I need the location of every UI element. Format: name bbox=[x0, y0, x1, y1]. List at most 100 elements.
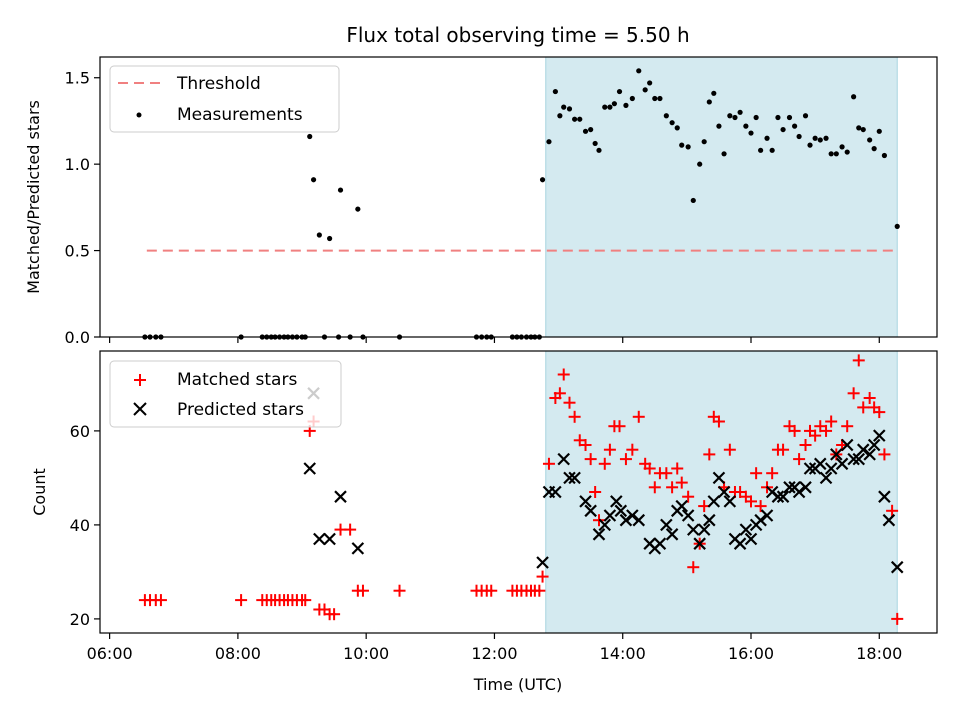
matched-star-point bbox=[745, 495, 757, 508]
predicted-star-point bbox=[592, 528, 606, 541]
predicted-star-point bbox=[840, 438, 854, 452]
legend-predicted-swatch bbox=[133, 402, 147, 416]
matched-star-point bbox=[666, 481, 679, 494]
measurement-point bbox=[539, 177, 546, 183]
measurement-point bbox=[786, 114, 793, 121]
matched-star-point bbox=[682, 490, 695, 503]
matched-star-point bbox=[648, 481, 661, 494]
measurement-point bbox=[546, 139, 552, 145]
matched-star-point bbox=[750, 467, 763, 480]
predicted-star-point bbox=[303, 462, 317, 475]
measurement-point bbox=[596, 147, 602, 153]
y-tick-label: 60 bbox=[70, 422, 90, 441]
measurement-point bbox=[552, 88, 558, 95]
predicted-star-point bbox=[792, 485, 806, 499]
predicted-star-point bbox=[867, 438, 881, 452]
y-tick-label: 20 bbox=[70, 610, 90, 629]
predicted-star-point bbox=[799, 481, 812, 494]
top-axes-frame bbox=[99, 56, 938, 338]
measurement-point bbox=[802, 113, 809, 119]
matched-star-point bbox=[557, 368, 570, 381]
predicted-star-point bbox=[760, 509, 774, 522]
matched-star-point bbox=[857, 401, 870, 414]
measurement-point bbox=[310, 177, 317, 183]
measurement-point bbox=[588, 126, 594, 133]
measurement-point bbox=[871, 146, 877, 152]
y-tick-label: 0.0 bbox=[65, 328, 90, 347]
measurement-point bbox=[607, 104, 613, 110]
measurement-point bbox=[817, 137, 823, 143]
predicted-star-point bbox=[653, 537, 667, 550]
measurement-point bbox=[602, 104, 608, 110]
predicted-star-point bbox=[707, 495, 721, 508]
predicted-star-point bbox=[744, 532, 758, 546]
matched-star-point bbox=[632, 410, 645, 423]
predicted-star-point bbox=[549, 485, 562, 499]
measurement-point bbox=[796, 133, 802, 140]
measurement-point bbox=[706, 99, 712, 105]
matched-star-point bbox=[820, 424, 833, 437]
matched-star-point bbox=[703, 448, 716, 461]
measurement-point bbox=[839, 144, 845, 150]
predicted-star-point bbox=[776, 490, 790, 503]
measurement-point bbox=[701, 139, 707, 145]
measurement-point bbox=[623, 102, 629, 108]
matched-star-point bbox=[603, 443, 616, 456]
bottom-y-ticks: 20 40 60 bbox=[70, 422, 100, 629]
measurement-point bbox=[566, 106, 573, 112]
measurement-point bbox=[812, 135, 818, 141]
predicted-star-point bbox=[712, 471, 726, 485]
matched-star-point bbox=[542, 457, 555, 470]
measurement-point bbox=[690, 197, 696, 204]
measurement-point bbox=[769, 147, 775, 153]
measurement-point bbox=[732, 114, 738, 121]
matched-star-point bbox=[825, 415, 838, 428]
measurement-point bbox=[337, 187, 344, 193]
measurement-point bbox=[828, 151, 834, 157]
matched-star-point bbox=[533, 584, 546, 597]
x-tick-label: 06:00 bbox=[87, 644, 133, 663]
matched-star-point bbox=[886, 504, 899, 517]
predicted-star-point bbox=[536, 556, 549, 569]
matched-star-point bbox=[356, 584, 369, 597]
measurement-point bbox=[647, 80, 653, 86]
predicted-star-point bbox=[693, 537, 706, 550]
measurement-point bbox=[685, 144, 691, 150]
predicted-star-point bbox=[847, 452, 860, 466]
y-tick-label: 1.5 bbox=[65, 69, 90, 88]
predicted-star-point bbox=[733, 537, 747, 550]
predicted-star-point bbox=[717, 485, 731, 499]
matched-star-point bbox=[536, 570, 549, 583]
measurement-point bbox=[657, 95, 663, 102]
predicted-star-points bbox=[303, 387, 904, 574]
matched-star-point bbox=[619, 453, 632, 466]
y-tick-label: 0.5 bbox=[65, 242, 90, 261]
predicted-star-point bbox=[614, 504, 628, 518]
measurement-point bbox=[636, 68, 642, 74]
measurement-point bbox=[616, 88, 623, 95]
measurement-point bbox=[679, 142, 685, 148]
matched-star-point bbox=[799, 439, 812, 451]
predicted-star-point bbox=[890, 560, 904, 574]
predicted-star-point bbox=[557, 452, 570, 466]
matched-star-point bbox=[873, 406, 886, 419]
predicted-star-point bbox=[882, 513, 896, 527]
legend-matched-swatch bbox=[134, 374, 146, 386]
measurement-point bbox=[727, 113, 733, 119]
matched-star-point bbox=[671, 462, 684, 475]
predicted-star-point bbox=[783, 481, 796, 494]
measurement-point bbox=[674, 125, 680, 131]
predicted-star-point bbox=[619, 513, 633, 527]
measurement-point bbox=[807, 142, 813, 148]
predicted-star-point bbox=[835, 457, 849, 471]
matched-star-point bbox=[809, 429, 822, 442]
matched-star-point bbox=[563, 396, 576, 409]
measurement-point bbox=[721, 151, 727, 157]
predicted-star-point bbox=[632, 513, 646, 527]
predicted-star-point bbox=[351, 542, 365, 555]
x-tick-label: 16:00 bbox=[728, 644, 774, 663]
x-tick-label: 08:00 bbox=[215, 644, 261, 663]
predicted-star-point bbox=[681, 509, 695, 522]
measurement-point bbox=[561, 104, 567, 110]
measurement-point bbox=[711, 90, 717, 96]
